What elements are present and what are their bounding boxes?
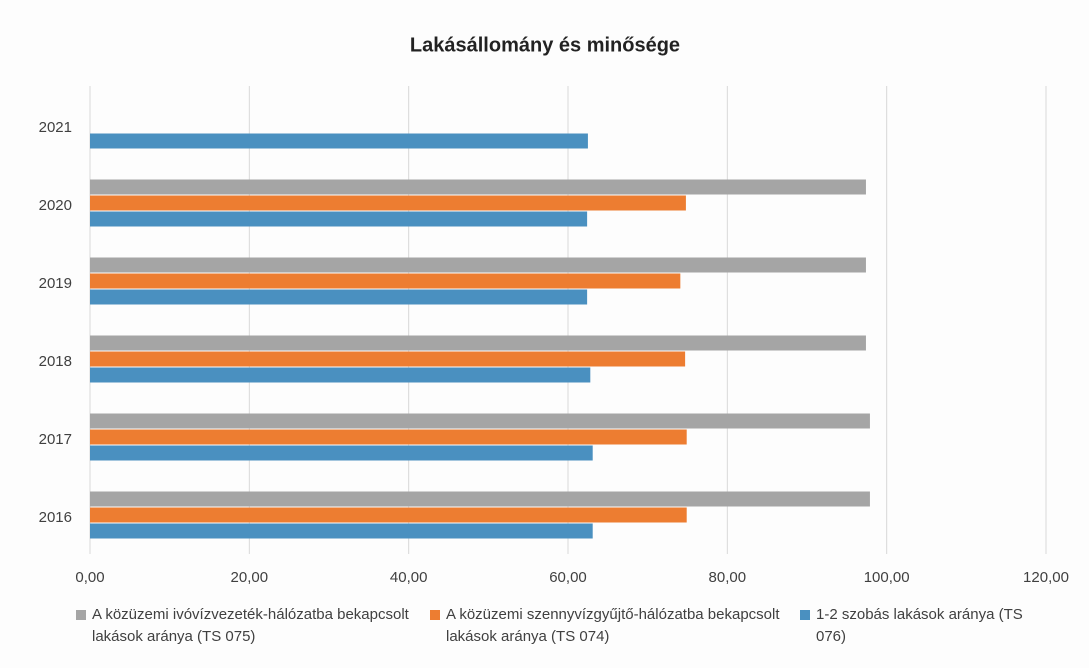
legend-label: A közüzemi szennyvízgyűjtő-hálózatba bek…: [446, 606, 780, 645]
x-tick-label: 80,00: [709, 569, 747, 586]
x-tick-label: 20,00: [231, 569, 269, 586]
y-tick-label: 2020: [39, 197, 72, 214]
bar: [90, 195, 686, 211]
x-tick-label: 40,00: [390, 569, 428, 586]
bar: [90, 491, 870, 507]
bar: [90, 257, 866, 273]
bar: [90, 429, 687, 445]
chart-title: Lakásállomány és minősége: [410, 34, 680, 56]
bar: [90, 367, 591, 383]
bar: [90, 335, 866, 351]
y-tick-label: 2018: [39, 353, 72, 370]
y-tick-label: 2016: [39, 509, 72, 526]
bar: [90, 507, 687, 523]
bar: [90, 445, 593, 461]
x-tick-label: 60,00: [549, 569, 587, 586]
y-tick-label: 2019: [39, 275, 72, 292]
x-tick-label: 100,00: [864, 569, 910, 586]
bar: [90, 351, 686, 367]
legend-swatch: [800, 610, 810, 620]
legend-item: A közüzemi szennyvízgyűjtő-hálózatba bek…: [430, 604, 790, 648]
x-tick-label: 0,00: [75, 569, 104, 586]
legend-label: A közüzemi ivóvízvezeték-hálózatba bekap…: [92, 606, 409, 645]
legend-item: A közüzemi ivóvízvezeték-hálózatba bekap…: [76, 604, 421, 648]
bar: [90, 413, 870, 429]
legend-label: 1-2 szobás lakások aránya (TS 076): [816, 606, 1023, 645]
bar: [90, 289, 588, 305]
legend-swatch: [430, 610, 440, 620]
bar: [90, 273, 681, 289]
chart: Lakásállomány és minősége 0,00 20,00 40,00…: [39, 34, 1069, 586]
bar: [90, 133, 588, 149]
y-tick-label: 2017: [39, 431, 72, 448]
x-tick-label: 120,00: [1023, 569, 1069, 586]
bar: [90, 523, 593, 539]
y-tick-label: 2021: [39, 119, 72, 136]
legend-swatch: [76, 610, 86, 620]
legend-item: 1-2 szobás lakások aránya (TS 076): [800, 604, 1050, 648]
bar: [90, 179, 866, 195]
bar: [90, 211, 588, 227]
